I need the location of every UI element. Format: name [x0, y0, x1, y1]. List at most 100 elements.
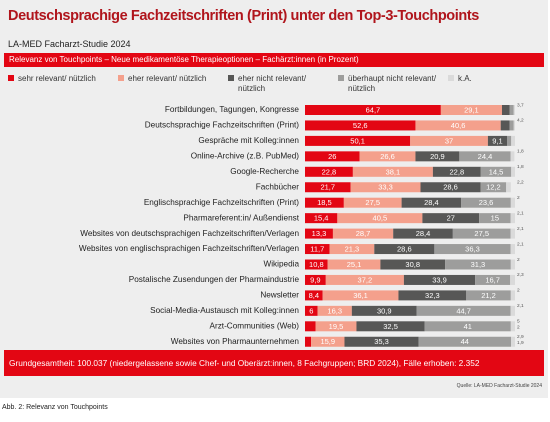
- bar-segment: [322, 290, 399, 301]
- bar-segment: [511, 135, 515, 146]
- value-label: 31,3: [471, 260, 486, 269]
- bar-segment: [510, 228, 515, 239]
- value-label: 2: [517, 257, 520, 263]
- legend-entry: k.A.: [448, 74, 548, 84]
- bar-segment: [475, 274, 511, 285]
- value-label: 64,7: [366, 105, 381, 114]
- value-label: 4,2: [517, 118, 524, 124]
- legend-label: eher nicht relevant/ nützlich: [238, 74, 307, 93]
- bar-segment: [511, 336, 515, 347]
- bar-segment: [510, 305, 515, 316]
- value-label: 36,3: [465, 245, 480, 254]
- bar-segment: [480, 166, 512, 177]
- value-label: 27,5: [474, 229, 489, 238]
- bar-segment: [352, 166, 433, 177]
- legend-swatch: [228, 75, 234, 81]
- value-label: 2: [517, 195, 520, 201]
- bar-segment: [510, 321, 515, 332]
- bar-segment: [420, 182, 481, 193]
- bar-segment: [305, 135, 411, 146]
- value-label: 36,1: [353, 291, 368, 300]
- value-label: 16,7: [485, 275, 500, 284]
- bar-segment: [305, 336, 312, 347]
- bar-segment: [343, 197, 402, 208]
- value-label: 15,4: [314, 214, 329, 223]
- bar-segment: [329, 244, 375, 255]
- value-label: 1,8: [517, 149, 524, 155]
- legend-swatch: [8, 75, 14, 81]
- value-label: 24,4: [478, 152, 493, 161]
- bar-segment: [506, 182, 511, 193]
- legend-entry: eher relevant/ nützlich: [118, 74, 218, 84]
- bar-segment: [374, 244, 435, 255]
- y-tick-label: Fortbildungen, Tagungen, Kongresse: [165, 105, 300, 114]
- y-tick-label: Social-Media-Austausch mit Kolleg:innen: [150, 306, 299, 315]
- legend-swatch: [338, 75, 344, 81]
- bar-segment: [501, 105, 510, 115]
- value-label: 28,6: [397, 245, 412, 254]
- value-label: 10,8: [309, 260, 324, 269]
- bar-segment: [305, 244, 330, 255]
- bar-segment: [305, 182, 351, 193]
- value-label: 22,8: [322, 167, 337, 176]
- bar-segment: [380, 259, 446, 270]
- value-label: 30,9: [377, 306, 392, 315]
- bar-segment: [305, 120, 416, 131]
- bar-segment: [434, 244, 511, 255]
- bar-segment: [325, 274, 404, 285]
- bar-segment: [305, 259, 328, 270]
- value-label: 25,1: [347, 260, 362, 269]
- y-tick-label: Websites von deutschsprachigen Fachzeits…: [80, 229, 299, 238]
- bar-segment: [305, 321, 316, 332]
- value-label: 32,5: [383, 322, 398, 331]
- value-label: 28,4: [416, 229, 431, 238]
- value-label: 1,9: [517, 340, 524, 346]
- bar-segment: [410, 135, 488, 146]
- y-tick-label: Englischsprachige Fachzeitschriften (Pri…: [144, 198, 299, 207]
- value-label: 44: [461, 337, 469, 346]
- bar-segment: [356, 321, 425, 332]
- value-label: 9,9: [310, 275, 320, 284]
- legend-swatch: [118, 75, 124, 81]
- value-label: 30,8: [405, 260, 420, 269]
- value-label: 2,2: [517, 180, 524, 186]
- value-label: 3,7: [517, 102, 524, 108]
- source: Quelle: LA-MED Facharzt-Studie 2024: [456, 383, 542, 389]
- bar-segment: [461, 197, 511, 208]
- value-label: 33,3: [378, 183, 393, 192]
- value-label: 8,4: [309, 291, 319, 300]
- bar-segment: [510, 244, 515, 255]
- bar-segment: [509, 105, 514, 115]
- value-label: 2,1: [517, 241, 524, 247]
- bar-segment: [350, 182, 421, 193]
- bar-segment: [418, 336, 512, 347]
- value-label: 41: [464, 322, 472, 331]
- bar-segment: [452, 228, 511, 239]
- value-label: 38,1: [386, 167, 401, 176]
- bar-segment: [510, 259, 515, 270]
- y-tick-label: Wikipedia: [264, 260, 300, 269]
- value-label: 44,7: [456, 306, 471, 315]
- value-label: 21,7: [320, 183, 335, 192]
- legend-entry: eher nicht relevant/ nützlich: [228, 74, 328, 93]
- value-label: 52,6: [353, 121, 368, 130]
- legend-entry: überhaupt nicht relevant/ nützlich: [338, 74, 438, 93]
- bar-segment: [305, 305, 318, 316]
- bar-segment: [480, 182, 507, 193]
- bar-segment: [510, 213, 515, 224]
- bar-segment: [416, 305, 511, 316]
- bar-segment: [507, 135, 512, 146]
- bar-segment: [317, 305, 352, 316]
- bar-segment: [344, 336, 419, 347]
- bar-segment: [513, 105, 515, 115]
- value-label: 14,5: [489, 167, 504, 176]
- bar-segment: [337, 213, 423, 224]
- value-label: 33,9: [432, 275, 447, 284]
- value-label: 21,3: [345, 245, 360, 254]
- bar-segment: [351, 305, 417, 316]
- legend-label: eher relevant/ nützlich: [128, 74, 207, 83]
- y-tick-label: Websites von Pharmaunternehmen: [171, 337, 300, 346]
- bar-segment: [510, 197, 515, 208]
- value-label: 26: [328, 152, 336, 161]
- value-label: 2: [517, 288, 520, 294]
